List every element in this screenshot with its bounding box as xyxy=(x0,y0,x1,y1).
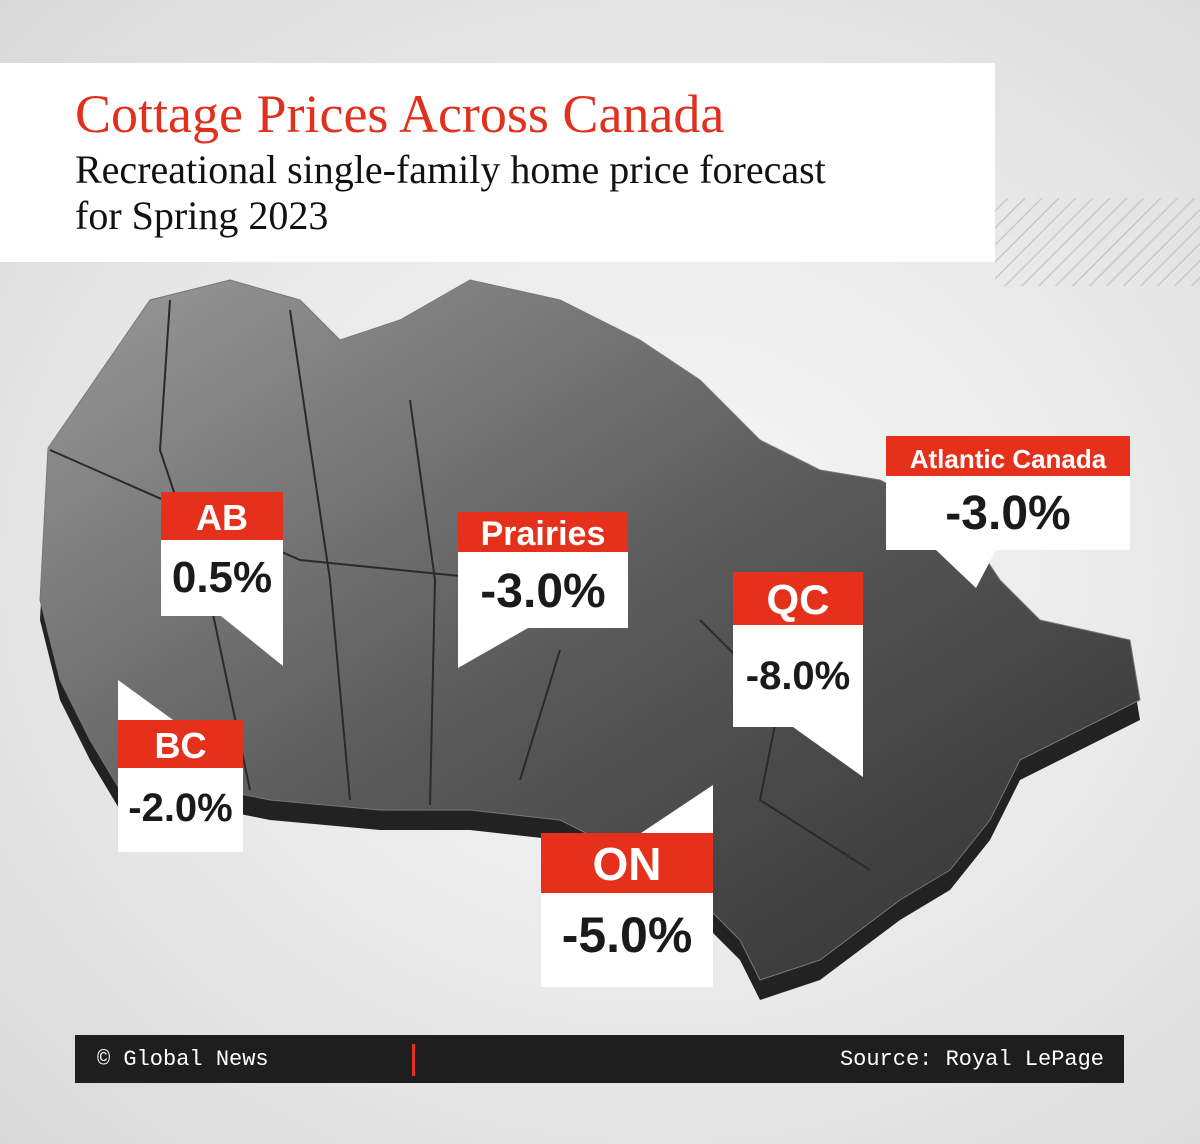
region-label: ON xyxy=(541,833,713,893)
region-label: QC xyxy=(733,572,863,625)
region-value: -2.0% xyxy=(118,768,243,852)
region-label: AB xyxy=(161,492,283,540)
title: Cottage Prices Across Canada xyxy=(75,84,725,144)
header: Cottage Prices Across Canada Recreationa… xyxy=(0,63,995,262)
subtitle: Recreational single-family home price fo… xyxy=(75,147,826,238)
region-value: -5.0% xyxy=(541,893,713,987)
callout: BC -2.0% xyxy=(118,680,243,852)
region-value: 0.5% xyxy=(161,540,283,616)
region-value: -8.0% xyxy=(733,625,863,727)
map-land xyxy=(39,279,1141,981)
credit: © Global News xyxy=(97,1047,269,1072)
region-label: Prairies xyxy=(458,512,628,553)
callout: Atlantic Canada -3.0% xyxy=(886,436,1130,588)
region-label: Atlantic Canada xyxy=(886,436,1130,476)
footer: © Global News Source: Royal LePage xyxy=(75,1035,1124,1083)
hatching xyxy=(995,198,1200,286)
region-value: -3.0% xyxy=(458,552,628,628)
source: Source: Royal LePage xyxy=(839,1047,1104,1072)
divider xyxy=(412,1044,415,1076)
callout: Prairies -3.0% xyxy=(458,512,628,668)
callout: ON -5.0% xyxy=(541,785,713,987)
region-label: BC xyxy=(118,720,243,768)
callout: QC -8.0% xyxy=(733,572,863,777)
region-value: -3.0% xyxy=(886,476,1130,550)
callout: AB 0.5% xyxy=(161,492,283,666)
